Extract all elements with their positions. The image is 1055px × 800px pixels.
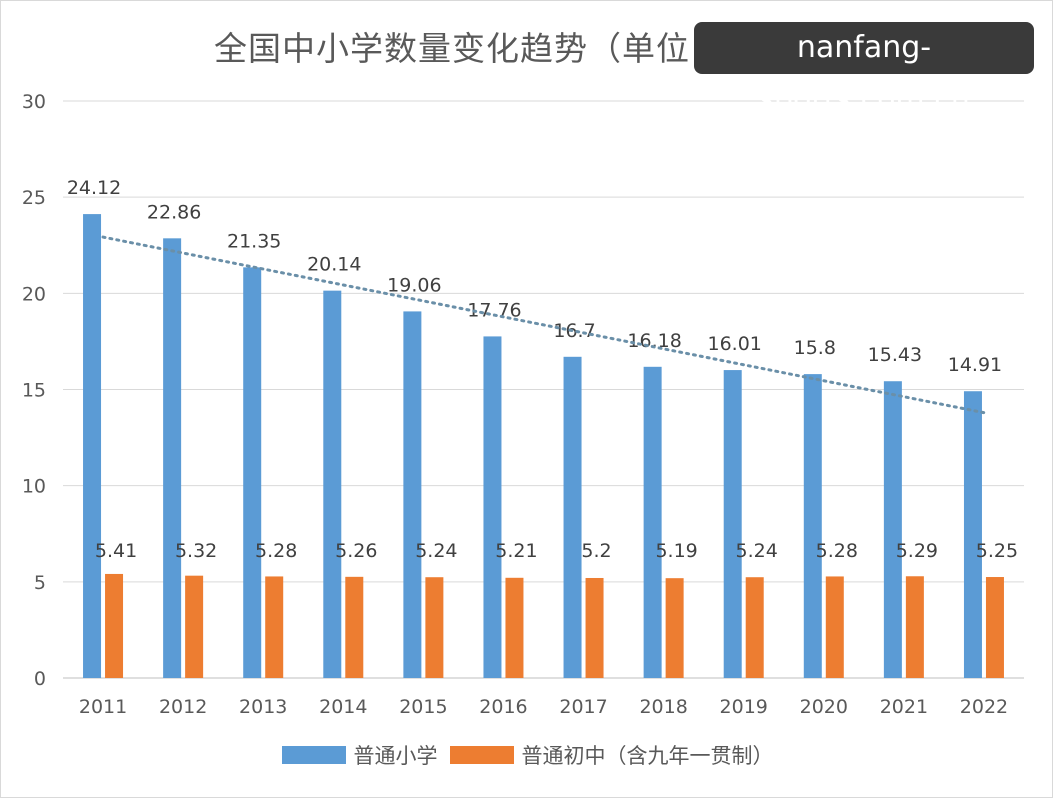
bar-middle	[905, 576, 924, 678]
data-label-middle: 5.32	[175, 540, 217, 562]
y-tick-label: 5	[34, 572, 46, 594]
data-label-primary: 16.01	[708, 333, 762, 355]
legend-label-middle: 普通初中（含九年一贯制）	[521, 744, 774, 768]
watermark: nanfang-sports.com.cn	[694, 22, 1034, 117]
y-tick-label: 0	[34, 668, 46, 690]
data-label-middle: 5.2	[581, 540, 611, 562]
bar-middle	[185, 575, 204, 678]
data-label-primary: 24.12	[67, 177, 121, 199]
x-tick-label: 2021	[880, 696, 928, 718]
x-tick-label: 2014	[319, 696, 367, 718]
bar-primary	[723, 370, 742, 678]
x-tick-label: 2018	[639, 696, 687, 718]
data-label-middle: 5.28	[255, 540, 297, 562]
x-tick-label: 2016	[479, 696, 527, 718]
x-tick-label: 2013	[239, 696, 287, 718]
data-label-middle: 5.41	[95, 540, 137, 562]
x-tick-label: 2020	[800, 696, 848, 718]
bar-middle	[585, 577, 604, 678]
bar-primary	[483, 336, 502, 678]
legend-swatch-middle	[449, 746, 514, 764]
bar-primary	[563, 356, 582, 678]
x-tick-label: 2019	[720, 696, 768, 718]
bar-primary	[883, 381, 902, 678]
data-label-primary: 15.43	[868, 344, 922, 366]
bar-middle	[425, 577, 444, 678]
legend-item-primary: 普通小学	[281, 740, 438, 770]
bar-primary	[323, 290, 342, 678]
bar-middle	[825, 576, 844, 678]
data-label-middle: 5.29	[896, 540, 938, 562]
data-label-middle: 5.28	[816, 540, 858, 562]
data-label-primary: 19.06	[387, 274, 441, 296]
data-label-middle: 5.24	[415, 540, 457, 562]
bar-middle	[105, 573, 124, 678]
bar-middle	[665, 578, 684, 678]
data-label-middle: 5.19	[655, 540, 697, 562]
y-tick-label: 10	[22, 476, 46, 498]
x-tick-label: 2015	[399, 696, 447, 718]
legend: 普通小学 普通初中（含九年一贯制）	[0, 740, 1055, 770]
data-label-middle: 5.24	[736, 540, 778, 562]
x-tick-label: 2022	[960, 696, 1008, 718]
bar-primary	[643, 366, 662, 678]
bar-primary	[243, 267, 262, 678]
bar-middle	[345, 576, 364, 678]
data-label-primary: 16.7	[553, 320, 595, 342]
legend-item-middle: 普通初中（含九年一贯制）	[449, 740, 774, 770]
y-tick-label: 25	[22, 187, 46, 209]
bar-primary	[163, 238, 182, 679]
data-label-primary: 20.14	[307, 254, 361, 276]
x-tick-label: 2017	[559, 696, 607, 718]
data-label-primary: 15.8	[794, 337, 836, 359]
bar-middle	[265, 576, 284, 678]
trendline	[101, 235, 986, 415]
bar-primary	[83, 214, 102, 679]
data-label-middle: 5.21	[495, 540, 537, 562]
data-label-primary: 21.35	[227, 230, 281, 252]
data-label-primary: 22.86	[147, 201, 201, 223]
data-label-primary: 17.76	[467, 299, 521, 321]
y-tick-label: 20	[22, 283, 46, 305]
x-tick-label: 2011	[79, 696, 127, 718]
bar-primary	[803, 374, 822, 678]
y-tick-label: 15	[22, 380, 46, 402]
legend-label-primary: 普通小学	[353, 744, 438, 768]
bar-middle	[505, 577, 524, 678]
bar-middle	[745, 577, 764, 678]
bar-primary	[403, 311, 422, 678]
bar-middle	[985, 577, 1004, 678]
data-label-middle: 5.26	[335, 540, 377, 562]
data-label-primary: 16.18	[627, 330, 681, 352]
legend-swatch-primary	[281, 746, 346, 764]
data-label-primary: 14.91	[948, 354, 1002, 376]
data-label-middle: 5.25	[976, 540, 1018, 562]
y-tick-label: 30	[22, 91, 46, 113]
bar-primary	[963, 391, 982, 678]
x-tick-label: 2012	[159, 696, 207, 718]
